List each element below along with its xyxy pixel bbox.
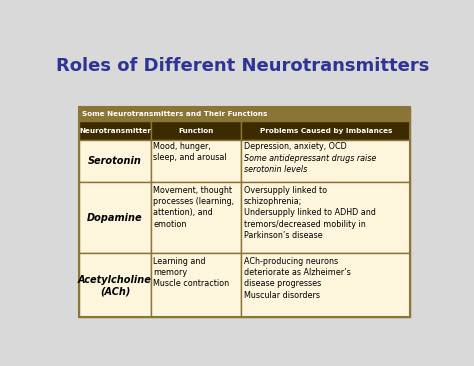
Text: Problems Caused by Imbalances: Problems Caused by Imbalances [260,128,392,134]
Text: Movement, thought
processes (learning,
attention), and
emotion: Movement, thought processes (learning, a… [153,186,234,229]
Bar [241,122,410,140]
Bar [151,140,241,182]
Bar [241,253,410,317]
Text: Dopamine: Dopamine [87,213,143,223]
Bar [151,122,241,140]
Bar [241,182,410,253]
Text: Serotonin: Serotonin [88,156,142,166]
Bar [80,182,151,253]
Bar [80,107,410,122]
Text: Depression, anxiety, OCD: Depression, anxiety, OCD [244,142,347,151]
Text: Learning and
memory
Muscle contraction: Learning and memory Muscle contraction [153,257,229,288]
Text: Mood, hunger,
sleep, and arousal: Mood, hunger, sleep, and arousal [153,142,227,163]
Text: Function: Function [178,128,214,134]
Text: Oversupply linked to
schizophrenia;
Undersupply linked to ADHD and
tremors/decre: Oversupply linked to schizophrenia; Unde… [244,186,376,240]
Bar [80,253,151,317]
Bar [80,140,151,182]
Bar [241,140,410,182]
Bar [80,122,151,140]
Text: Some antidepressant drugs raise
serotonin levels: Some antidepressant drugs raise serotoni… [244,154,376,174]
Bar [80,107,410,317]
Text: Roles of Different Neurotransmitters: Roles of Different Neurotransmitters [56,57,429,75]
Text: Some Neurotransmitters and Their Functions: Some Neurotransmitters and Their Functio… [82,111,268,117]
Text: Neurotransmitter: Neurotransmitter [79,128,151,134]
Bar [151,253,241,317]
Text: ACh-producing neurons
deteriorate as Alzheimer’s
disease progresses
Muscular dis: ACh-producing neurons deteriorate as Alz… [244,257,351,299]
Text: Acetylcholine
(ACh): Acetylcholine (ACh) [78,274,152,296]
Bar [151,182,241,253]
